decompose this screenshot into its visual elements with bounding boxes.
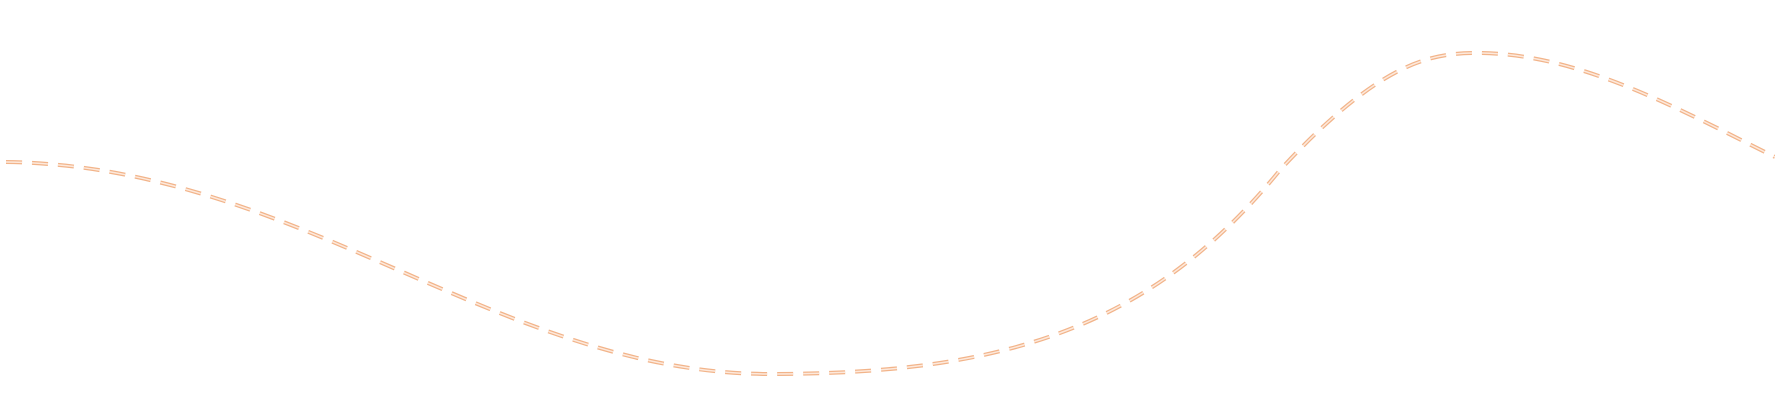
dashed-curve-outline <box>5 50 1775 377</box>
dashed-curve-inner <box>5 52 1775 375</box>
